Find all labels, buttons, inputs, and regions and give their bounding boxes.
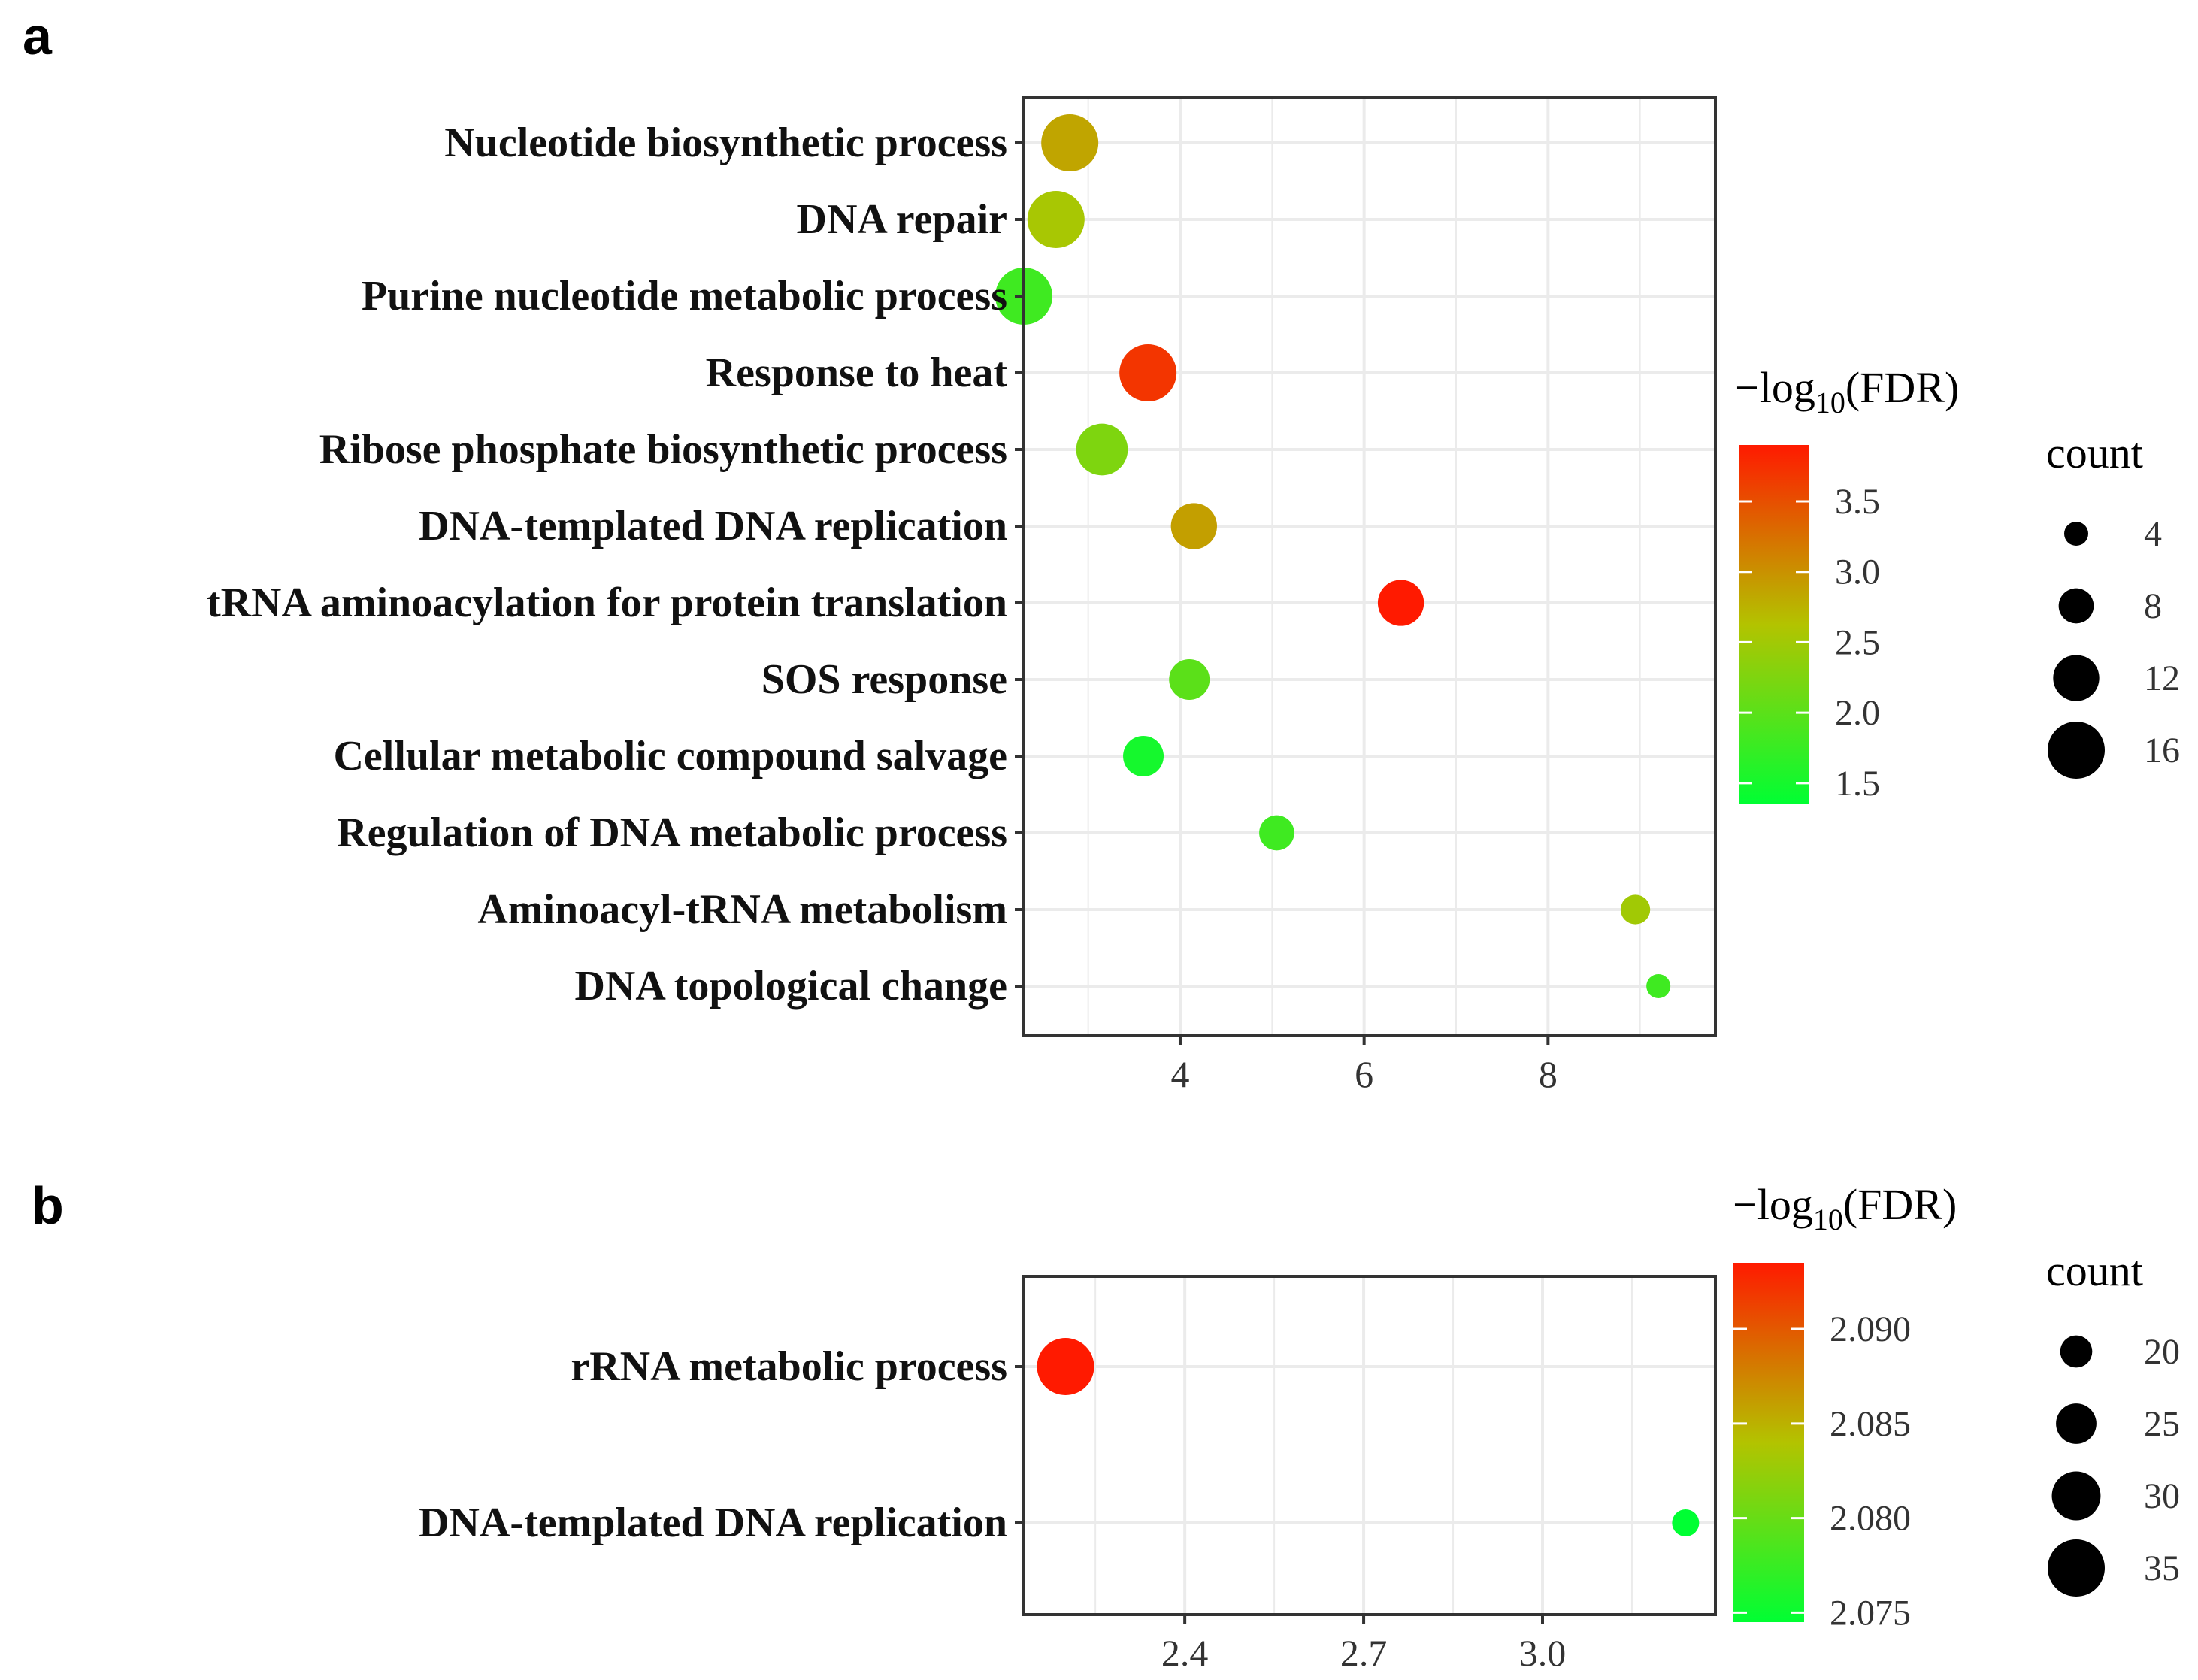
colorbar-ticks-b: 2.075 2.080 2.085 2.090 bbox=[1733, 1309, 1911, 1633]
size-legend-key bbox=[2053, 655, 2100, 701]
y-tick-label: DNA-templated DNA replication bbox=[419, 503, 1007, 549]
colorbar-tick-label: 2.075 bbox=[1830, 1593, 1911, 1633]
y-axis-labels-b: rRNA metabolic process DNA-templated DNA … bbox=[419, 1343, 1024, 1546]
colorbar-title-b-prefix: −log bbox=[1733, 1180, 1813, 1229]
y-axis-labels-a: Nucleotide biosynthetic process DNA repai… bbox=[207, 120, 1024, 1010]
data-point bbox=[1620, 894, 1651, 925]
data-point bbox=[1027, 191, 1085, 248]
data-point bbox=[1037, 1338, 1094, 1395]
size-legend-label: 35 bbox=[2144, 1548, 2180, 1588]
data-point bbox=[1041, 114, 1099, 171]
x-tick-label: 2.4 bbox=[1161, 1632, 1209, 1674]
x-tick-label: 4 bbox=[1170, 1053, 1189, 1095]
plot-area-b bbox=[1024, 1276, 1715, 1615]
data-point bbox=[1169, 659, 1210, 700]
colorbar-a bbox=[1739, 445, 1809, 804]
size-legend-label: 8 bbox=[2144, 586, 2162, 626]
size-legend-key bbox=[2048, 1539, 2105, 1597]
size-legend-key bbox=[2051, 1471, 2101, 1521]
plot-frame-b bbox=[1022, 1275, 1717, 1616]
colorbar-title-a-prefix: −log bbox=[1735, 363, 1815, 412]
y-tick-label: Nucleotide biosynthetic process bbox=[444, 120, 1007, 166]
y-tick-label: rRNA metabolic process bbox=[571, 1343, 1007, 1390]
plot-area-a bbox=[1024, 98, 1715, 1036]
data-point bbox=[1123, 736, 1164, 776]
y-tick-label: Aminoacyl-tRNA metabolism bbox=[477, 886, 1007, 933]
colorbar-title-a-suffix: (FDR) bbox=[1845, 363, 1959, 412]
data-point bbox=[1377, 580, 1424, 626]
colorbar-tick-label: 3.0 bbox=[1835, 552, 1880, 592]
y-tick-label: Regulation of DNA metabolic process bbox=[337, 810, 1007, 856]
points-b bbox=[1037, 1338, 1700, 1536]
plot-frame-a bbox=[1022, 96, 1717, 1037]
size-legend-label: 16 bbox=[2144, 731, 2180, 770]
colorbar-tick-label: 1.5 bbox=[1835, 764, 1880, 804]
size-legend-b: 20 25 30 35 bbox=[2048, 1332, 2180, 1597]
panel-label-b: b bbox=[32, 1176, 64, 1235]
panel-a: Nucleotide biosynthetic process DNA repai… bbox=[207, 96, 2180, 1095]
size-legend-key bbox=[2056, 1403, 2097, 1444]
x-tick-label: 6 bbox=[1355, 1053, 1373, 1095]
y-tick-label: DNA topological change bbox=[574, 963, 1007, 1010]
x-tick-label: 8 bbox=[1539, 1053, 1558, 1095]
colorbar-tick-label: 2.085 bbox=[1830, 1404, 1911, 1444]
x-tick-label: 3.0 bbox=[1519, 1632, 1567, 1674]
gridlines-b bbox=[1024, 1276, 1715, 1615]
data-point bbox=[1170, 503, 1217, 549]
panel-label-a: a bbox=[23, 7, 53, 65]
y-tick-label: Purine nucleotide metabolic process bbox=[362, 273, 1007, 319]
y-tick-label: DNA-templated DNA replication bbox=[419, 1500, 1007, 1546]
size-legend-key bbox=[2064, 522, 2088, 546]
y-tick-label: Ribose phosphate biosynthetic process bbox=[319, 426, 1007, 473]
y-tick-label: Cellular metabolic compound salvage bbox=[333, 733, 1007, 779]
colorbar-title-b: −log10(FDR) bbox=[1733, 1180, 1957, 1237]
colorbar-tick-label: 2.090 bbox=[1830, 1309, 1911, 1349]
colorbar-title-a-sub: 10 bbox=[1815, 386, 1845, 419]
size-legend-label: 30 bbox=[2144, 1476, 2180, 1516]
size-legend-label: 20 bbox=[2144, 1332, 2180, 1372]
y-tick-label: DNA repair bbox=[797, 196, 1008, 243]
size-legend-label: 4 bbox=[2144, 514, 2162, 554]
y-tick-label: Response to heat bbox=[706, 350, 1008, 396]
colorbar-title-a: −log10(FDR) bbox=[1735, 363, 1959, 419]
size-legend-title-b: count bbox=[2046, 1246, 2143, 1295]
colorbar-tick-label: 3.5 bbox=[1835, 482, 1880, 522]
size-legend-key bbox=[2048, 722, 2105, 779]
data-point bbox=[1646, 974, 1671, 998]
data-point bbox=[1076, 423, 1128, 476]
size-legend-a: 4 8 12 16 bbox=[2048, 514, 2180, 779]
x-axis-labels-b: 2.4 2.7 3.0 bbox=[1161, 1615, 1566, 1674]
data-point bbox=[1259, 815, 1294, 851]
y-tick-label: tRNA aminoacylation for protein translat… bbox=[207, 580, 1007, 626]
colorbar-b bbox=[1733, 1263, 1804, 1622]
colorbar-title-b-suffix: (FDR) bbox=[1843, 1180, 1957, 1229]
colorbar-title-b-sub: 10 bbox=[1813, 1203, 1843, 1237]
y-tick-label: SOS response bbox=[761, 656, 1007, 703]
colorbar-tick-label: 2.5 bbox=[1835, 622, 1880, 662]
x-axis-labels-a: 4 6 8 bbox=[1170, 1036, 1558, 1095]
size-legend-label: 12 bbox=[2144, 658, 2180, 698]
data-point bbox=[1119, 344, 1177, 401]
colorbar-tick-label: 2.0 bbox=[1835, 693, 1880, 733]
size-legend-key bbox=[2058, 588, 2094, 624]
colorbar-ticks-a: 1.5 2.0 2.5 3.0 3.5 bbox=[1739, 482, 1880, 804]
size-legend-label: 25 bbox=[2144, 1404, 2180, 1444]
colorbar-tick-label: 2.080 bbox=[1830, 1499, 1911, 1539]
x-tick-label: 2.7 bbox=[1340, 1632, 1388, 1674]
size-legend-key bbox=[2060, 1335, 2093, 1368]
data-point bbox=[1672, 1509, 1700, 1536]
size-legend-title-a: count bbox=[2046, 428, 2143, 477]
panel-b: rRNA metabolic process DNA-templated DNA … bbox=[419, 1180, 2180, 1674]
points-a bbox=[995, 114, 1671, 998]
